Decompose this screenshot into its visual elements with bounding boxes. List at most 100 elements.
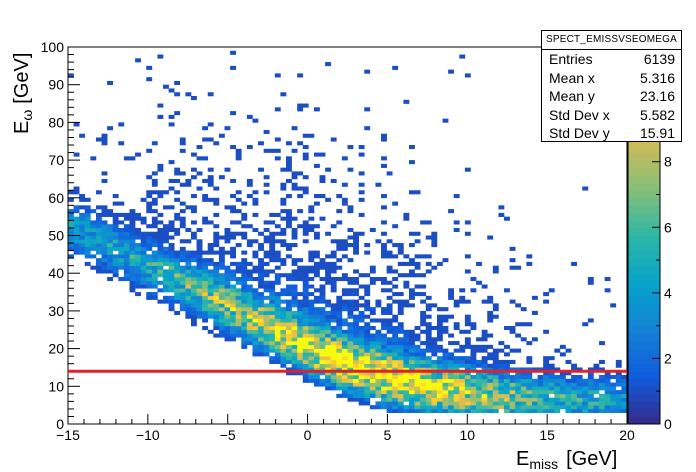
heatmap-bin [112,212,119,217]
heatmap-bin [408,190,415,195]
heatmap-bin [280,273,287,278]
heatmap-bin [487,363,494,368]
heatmap-bin [269,310,276,315]
heatmap-bin [185,299,192,304]
heatmap-bin [179,307,186,312]
heatmap-bin [168,303,175,308]
heatmap-bin [543,401,550,406]
heatmap-bin [302,363,309,368]
heatmap-bin [403,378,410,383]
heatmap-bin [252,352,259,357]
heatmap-bin [313,299,320,304]
heatmap-bin [263,341,270,346]
heatmap-bin [274,344,281,349]
heatmap-bin [442,382,449,387]
heatmap-bin [392,397,399,402]
heatmap-bin [442,307,449,312]
heatmap-bin [453,397,460,402]
heatmap-bin [420,359,427,364]
heatmap-bin [381,397,387,402]
heatmap-bin [258,344,264,349]
heatmap-bin [615,359,622,364]
heatmap-bin [375,374,382,380]
heatmap-bin [381,276,387,282]
heatmap-bin [241,314,248,319]
heatmap-bin [397,243,404,248]
heatmap-bin [297,258,304,263]
heatmap-bin [258,167,264,172]
heatmap-bin [381,163,387,168]
color-scale-segment [628,182,660,191]
heatmap-bin [436,367,443,372]
heatmap-bin [179,292,186,297]
heatmap-bin [202,292,209,297]
heatmap-bin [280,227,287,233]
heatmap-bin [459,288,466,293]
heatmap-bin [364,337,371,342]
heatmap-bin [381,344,387,349]
heatmap-bin [168,122,175,127]
heatmap-bin [347,258,354,263]
heatmap-bin [559,352,566,357]
heatmap-bin [353,269,359,274]
heatmap-bin [79,246,86,251]
heatmap-bin [213,261,220,266]
heatmap-bin [263,352,270,357]
heatmap-bin [207,276,214,282]
heatmap-bin [364,341,371,346]
heatmap-bin [464,220,471,225]
heatmap-bin [543,299,550,304]
heatmap-bin [515,333,522,338]
heatmap-bin [364,325,371,331]
heatmap-bin [325,333,332,338]
heatmap-bin [213,333,220,338]
heatmap-bin [341,337,348,342]
heatmap-bin [392,401,399,406]
heatmap-bin [157,269,164,274]
x-tick-label: −15 [56,427,80,443]
heatmap-bin [392,378,399,383]
heatmap-bin [403,333,410,338]
stats-box: SPECT_EMISSVSEOMEGA Entries 6139 Mean x … [541,30,682,142]
heatmap-bin [492,314,499,319]
heatmap-bin [341,333,348,338]
heatmap-bin [470,382,477,387]
heatmap-bin [325,197,332,202]
heatmap-bin [358,152,365,157]
heatmap-bin [319,322,326,327]
heatmap-bin [358,359,365,364]
heatmap-bin [509,325,516,331]
heatmap-bin [453,194,460,199]
heatmap-bin [258,292,264,297]
heatmap-bin [68,246,74,251]
heatmap-bin [543,292,550,297]
heatmap-bin [420,374,427,380]
heatmap-bin [168,280,175,285]
heatmap-bin [179,295,186,300]
heatmap-bin [151,235,158,240]
heatmap-bin [213,310,220,315]
heatmap-bin [157,231,164,236]
heatmap-bin [179,137,186,142]
heatmap-bin [386,295,393,300]
heatmap-bin [207,280,214,285]
heatmap-bin [403,356,410,361]
z-tick-label: 8 [664,154,672,170]
heatmap-bin [313,322,320,327]
heatmap-bin [168,284,175,289]
heatmap-bin [319,356,326,361]
heatmap-bin [487,390,494,395]
heatmap-bin [146,258,153,263]
heatmap-bin [241,310,248,315]
heatmap-bin [442,363,449,368]
heatmap-bin [325,254,332,259]
heatmap-bin [604,386,611,391]
heatmap-bin [526,393,533,398]
heatmap-bin [179,239,186,244]
heatmap-bin [185,284,192,289]
heatmap-bin [213,250,220,255]
heatmap-bin [364,393,371,398]
stats-label: Entries [549,51,593,67]
heatmap-bin [476,344,482,349]
heatmap-bin [341,348,348,353]
